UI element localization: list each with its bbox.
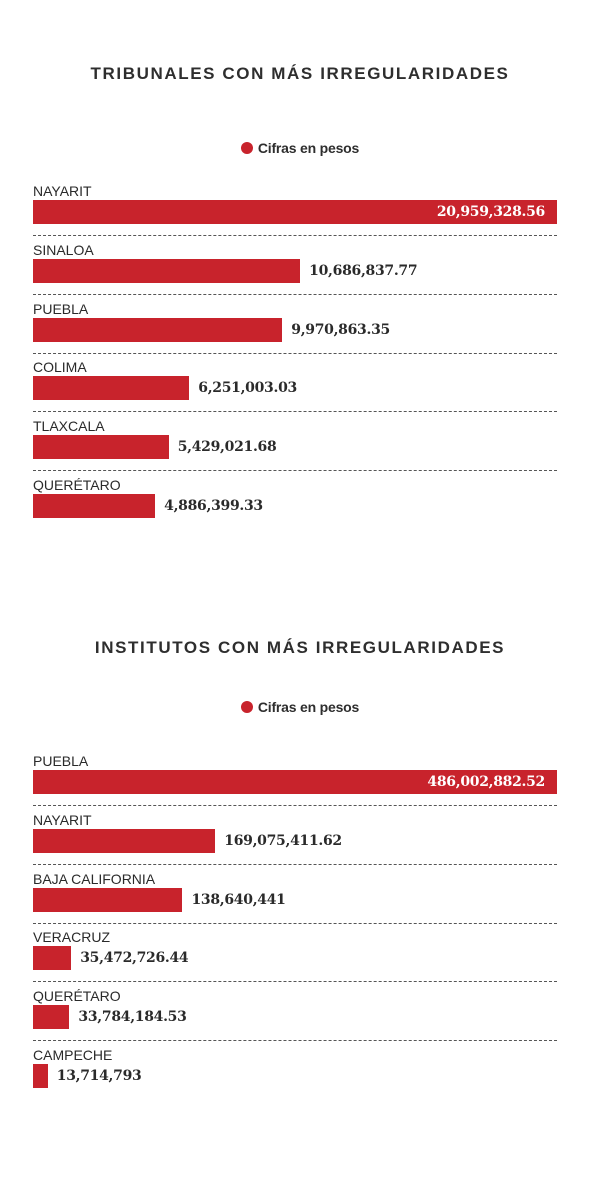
bar-row: BAJA CALIFORNIA 138,640,441 [33, 871, 557, 930]
category-label: VERACRUZ [33, 929, 111, 946]
bar [33, 1005, 70, 1030]
bar [33, 376, 190, 401]
value-label: 13,714,793 [56, 1068, 142, 1084]
category-label: SINALOA [33, 241, 94, 258]
category-label: QUERÉTARO [33, 477, 121, 493]
bar-row: TLAXCALA 5,429,021.68 [33, 418, 557, 477]
legend-label: Cifras en pesos [257, 140, 360, 156]
bar-row: QUERÉTARO 4,886,399.33 [33, 477, 557, 536]
bar [33, 200, 557, 224]
category-label: COLIMA [33, 359, 87, 376]
bar [33, 946, 72, 971]
legend-label: Cifras en pesos [257, 699, 360, 715]
value-label: 169,075,411.62 [224, 832, 342, 849]
row-divider [33, 1040, 557, 1042]
value-label: 138,640,441 [191, 891, 286, 908]
value-label: 10,686,837.77 [309, 262, 418, 279]
category-label: CAMPECHE [33, 1047, 113, 1063]
bar-row: PUEBLA 486,002,882.52 [33, 753, 557, 812]
bar [33, 317, 283, 342]
bar-row: NAYARIT 169,075,411.62 [33, 812, 557, 871]
row-divider [33, 411, 557, 413]
value-label: 20,959,328.56 [436, 204, 545, 220]
category-label: PUEBLA [33, 300, 89, 317]
bar-row: QUERÉTARO 33,784,184.53 [33, 988, 557, 1047]
category-label: TLAXCALA [33, 418, 105, 435]
category-label: PUEBLA [33, 753, 89, 769]
bar [33, 1064, 48, 1088]
bar [33, 770, 557, 794]
bar-row: PUEBLA 9,970,863.35 [33, 301, 557, 360]
chart-title: INSTITUTOS CON MÁS IRREGULARIDADES [94, 638, 506, 657]
bar-row: NAYARIT 20,959,328.56 [33, 183, 557, 242]
bar [33, 887, 183, 912]
row-divider [33, 352, 557, 354]
value-label: 4,886,399.33 [164, 498, 263, 514]
row-divider [33, 470, 557, 472]
bar-row: COLIMA 6,251,003.03 [33, 359, 557, 418]
value-label: 35,472,726.44 [80, 950, 189, 967]
bar-row: SINALOA 10,686,837.77 [33, 242, 557, 301]
legend: Cifras en pesos [0, 699, 600, 715]
value-label: 33,784,184.53 [78, 1009, 187, 1026]
row-divider [33, 981, 557, 983]
legend-dot-icon [240, 701, 253, 713]
category-label: BAJA CALIFORNIA [33, 870, 156, 887]
chart-title: TRIBUNALES CON MÁS IRREGULARIDADES [90, 64, 510, 83]
bar [33, 494, 156, 518]
value-label: 5,429,021.68 [177, 439, 277, 456]
bar [33, 435, 169, 460]
row-divider [33, 235, 557, 236]
row-divider [33, 293, 557, 295]
legend: Cifras en pesos [0, 140, 600, 156]
category-label: NAYARIT [33, 183, 92, 199]
value-label: 9,970,863.35 [291, 321, 390, 338]
row-divider [33, 863, 557, 865]
category-label: NAYARIT [33, 811, 92, 828]
bar-row: CAMPECHE 13,714,793 [33, 1047, 557, 1106]
value-label: 6,251,003.03 [198, 380, 297, 397]
category-label: QUERÉTARO [33, 988, 121, 1005]
value-label: 486,002,882.52 [427, 774, 545, 790]
legend-dot-icon [240, 142, 253, 154]
row-divider [33, 805, 557, 806]
row-divider [33, 922, 557, 924]
bar [33, 828, 216, 853]
bar [33, 258, 301, 283]
bar-row: VERACRUZ 35,472,726.44 [33, 929, 557, 988]
